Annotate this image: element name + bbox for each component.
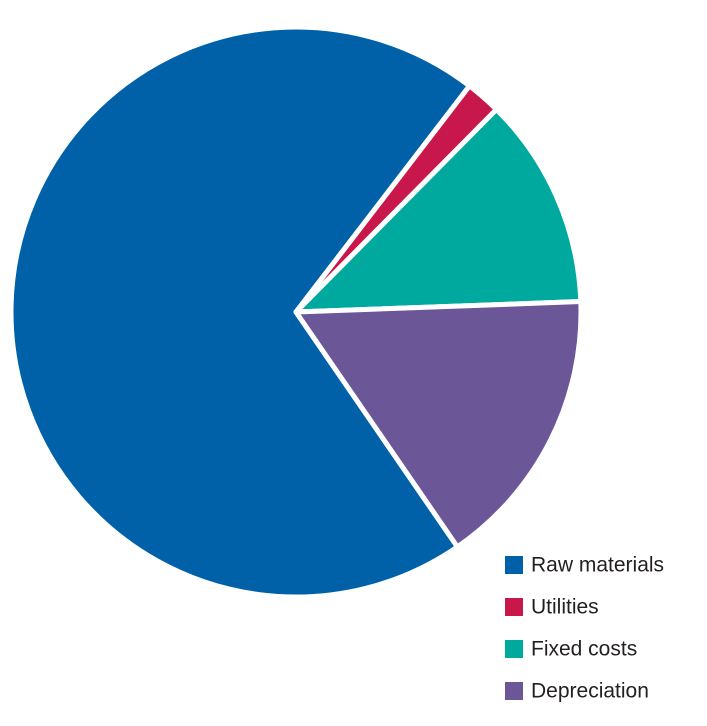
legend-swatch [505, 598, 523, 616]
pie-slice [293, 106, 584, 315]
pie-slice [8, 24, 472, 600]
legend-label: Utilities [531, 596, 599, 619]
legend-swatch [505, 640, 523, 658]
legend-label: Fixed costs [531, 638, 637, 661]
legend-label: Depreciation [531, 680, 649, 703]
pie-slice [293, 299, 584, 550]
legend-swatch [505, 556, 523, 574]
legend-label: Raw materials [531, 554, 664, 577]
legend-swatch [505, 682, 523, 700]
